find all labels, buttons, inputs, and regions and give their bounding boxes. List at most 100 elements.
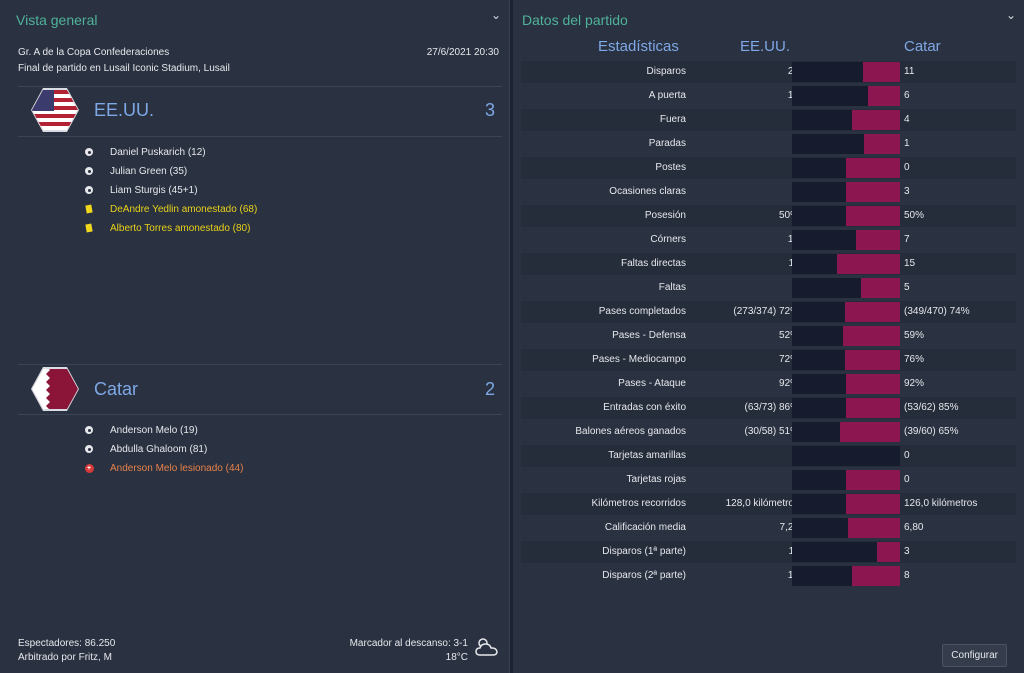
stat-comparison-bar bbox=[792, 446, 900, 466]
referee-label: Arbitrado por Fritz, M bbox=[18, 652, 112, 663]
stat-away-bar bbox=[840, 422, 900, 442]
stat-row: Pases completados (273/374) 72% (349/470) … bbox=[521, 301, 1016, 323]
stat-away-value: (39/60) 65% bbox=[904, 426, 959, 437]
stat-row: Calificación media 7,26 6,80 bbox=[521, 517, 1016, 539]
stat-row: Postes00 bbox=[521, 157, 1016, 179]
chevron-down-icon[interactable]: ⌄ bbox=[1005, 8, 1016, 22]
stat-comparison-bar bbox=[792, 494, 900, 514]
stat-row: Posesión 50% 50% bbox=[521, 205, 1016, 227]
ball-icon bbox=[84, 444, 94, 454]
stat-row: Disparos2111 bbox=[521, 61, 1016, 83]
stat-comparison-bar bbox=[792, 230, 900, 250]
stat-label: Tarjetas amarillas bbox=[608, 450, 686, 461]
spectators-label: Espectadores: 86.250 bbox=[18, 638, 116, 649]
divider bbox=[18, 136, 502, 137]
stat-home-value: 52% bbox=[778, 330, 799, 341]
stat-row: Pases - Defensa 52% 59% bbox=[521, 325, 1016, 347]
stat-row: A puerta146 bbox=[521, 85, 1016, 107]
stat-label: Balones aéreos ganados bbox=[575, 426, 686, 437]
event-yellow-card: DeAndre Yedlin amonestado (68) bbox=[84, 201, 257, 217]
event-goal: Liam Sturgis (45+1) bbox=[84, 182, 198, 198]
stat-away-value: (349/470) 74% bbox=[904, 306, 970, 317]
stat-row: Córners107 bbox=[521, 229, 1016, 251]
stat-comparison-bar bbox=[792, 470, 900, 490]
stat-away-bar bbox=[868, 86, 900, 106]
stat-away-bar bbox=[843, 326, 900, 346]
stat-home-value: (63/73) 86% bbox=[744, 402, 799, 413]
stat-label: Disparos (1ª parte) bbox=[602, 546, 686, 557]
usa-crest-icon bbox=[30, 87, 80, 133]
ball-icon bbox=[84, 147, 94, 157]
stat-away-value: 59% bbox=[904, 330, 925, 341]
home-column-header: EE.UU. bbox=[740, 38, 791, 55]
stat-row: Balones aéreos ganados (30/58) 51% (39/60)… bbox=[521, 421, 1016, 443]
stat-label: Fuera bbox=[659, 114, 686, 125]
stat-away-value: 50% bbox=[904, 210, 925, 221]
divider bbox=[18, 414, 502, 415]
stat-label: Pases - Mediocampo bbox=[592, 354, 686, 365]
stat-row: Entradas con éxito (63/73) 86% (53/62) 85% bbox=[521, 397, 1016, 419]
stat-row: Ocasiones claras33 bbox=[521, 181, 1016, 203]
stat-away-bar bbox=[852, 110, 900, 130]
ball-icon bbox=[84, 166, 94, 176]
ball-icon bbox=[84, 425, 94, 435]
stat-away-bar bbox=[861, 278, 900, 298]
away-column-header: Catar bbox=[904, 38, 941, 55]
qatar-crest-icon bbox=[30, 366, 80, 412]
stat-away-value: 0 bbox=[904, 162, 910, 173]
stat-label: Postes bbox=[655, 162, 686, 173]
stat-away-bar bbox=[845, 350, 900, 370]
stat-label: Pases - Ataque bbox=[618, 378, 686, 389]
stat-away-value: 126,0 kilómetros bbox=[904, 498, 978, 509]
stat-label: Faltas directas bbox=[620, 258, 686, 269]
stat-away-bar bbox=[863, 62, 900, 82]
stat-label: Kilómetros recorridos bbox=[591, 498, 686, 509]
stat-away-value: 7 bbox=[904, 234, 910, 245]
stat-away-bar bbox=[846, 494, 900, 514]
stat-comparison-bar bbox=[792, 518, 900, 538]
stat-comparison-bar bbox=[792, 326, 900, 346]
stat-away-value: 15 bbox=[904, 258, 916, 269]
partly-cloudy-icon bbox=[474, 635, 500, 659]
event-yellow-card: Alberto Torres amonestado (80) bbox=[84, 220, 250, 236]
stat-comparison-bar bbox=[792, 278, 900, 298]
away-team-name[interactable]: Catar bbox=[94, 379, 139, 399]
stat-away-bar bbox=[852, 566, 900, 586]
stat-away-bar bbox=[848, 518, 900, 538]
stat-label: Ocasiones claras bbox=[609, 186, 686, 197]
yellow-card-icon bbox=[84, 223, 94, 233]
chevron-down-icon[interactable]: ⌄ bbox=[490, 8, 501, 22]
configure-button[interactable]: Configurar bbox=[942, 644, 1007, 667]
stat-row: Kilómetros recorridos 128,0 kilómetros 126… bbox=[521, 493, 1016, 515]
home-team-name[interactable]: EE.UU. bbox=[94, 100, 155, 120]
stat-away-bar bbox=[856, 230, 900, 250]
temperature: 18°C bbox=[445, 652, 468, 663]
stat-comparison-bar bbox=[792, 158, 900, 178]
stat-away-bar bbox=[837, 254, 900, 274]
stat-comparison-bar bbox=[792, 302, 900, 322]
stat-away-value: 76% bbox=[904, 354, 925, 365]
match-stats-title: Datos del partido bbox=[522, 12, 628, 28]
competition-label: Gr. A de la Copa Confederaciones bbox=[18, 47, 170, 58]
match-datetime: 27/6/2021 20:30 bbox=[426, 47, 499, 58]
event-goal: Julian Green (35) bbox=[84, 163, 187, 179]
yellow-card-icon bbox=[84, 204, 94, 214]
overview-title: Vista general bbox=[16, 12, 98, 28]
stat-label: Tarjetas rojas bbox=[626, 474, 686, 485]
stat-home-value: (30/58) 51% bbox=[744, 426, 799, 437]
divider bbox=[18, 86, 502, 87]
stat-label: A puerta bbox=[648, 90, 686, 101]
away-team-score: 2 bbox=[484, 379, 495, 399]
stat-row: Faltas95 bbox=[521, 277, 1016, 299]
stat-label: Pases completados bbox=[598, 306, 686, 317]
stat-comparison-bar bbox=[792, 206, 900, 226]
stat-away-value: (53/62) 85% bbox=[904, 402, 959, 413]
event-injury: + Anderson Melo lesionado (44) bbox=[84, 460, 243, 476]
stat-label: Paradas bbox=[648, 138, 686, 149]
stat-away-value: 8 bbox=[904, 570, 910, 581]
ball-icon bbox=[84, 185, 94, 195]
stat-comparison-bar bbox=[792, 422, 900, 442]
stat-home-value: 72% bbox=[778, 354, 799, 365]
stat-row: Faltas directas1115 bbox=[521, 253, 1016, 275]
stat-away-value: 1 bbox=[904, 138, 910, 149]
